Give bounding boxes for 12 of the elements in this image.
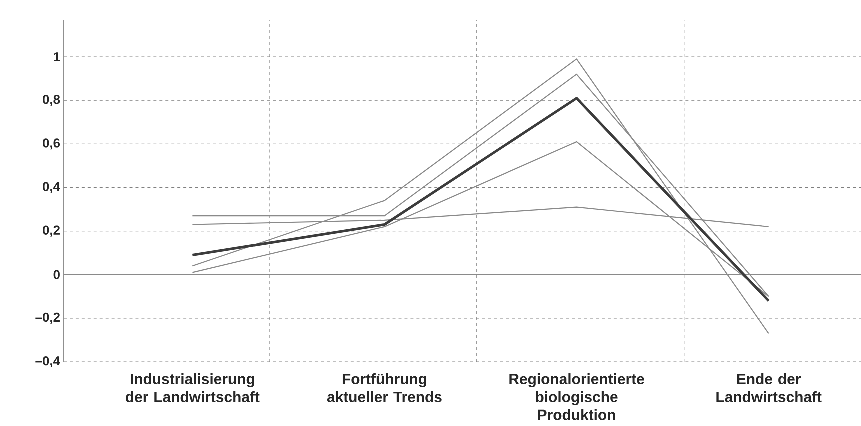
x-tick-label: Regionalorientierte biologische Produktion (510, 374, 644, 420)
y-tick-label: 0,2 (43, 226, 60, 237)
y-tick-label: –0,4 (36, 356, 60, 368)
y-tick-label: 0,4 (43, 182, 60, 194)
y-tick-label: –0,2 (36, 312, 60, 324)
y-tick-label: 0,8 (43, 95, 60, 106)
y-tick-label: 1 (54, 52, 60, 62)
y-tick-label: 0 (54, 270, 60, 280)
y-tick-label: 0,6 (43, 138, 60, 150)
x-tick-label: Ende der Landwirtschaft (716, 374, 822, 402)
x-tick-label: Industrialisierung der Landwirtschaft (126, 374, 260, 402)
x-tick-label: Fortführung aktueller Trends (327, 374, 442, 402)
